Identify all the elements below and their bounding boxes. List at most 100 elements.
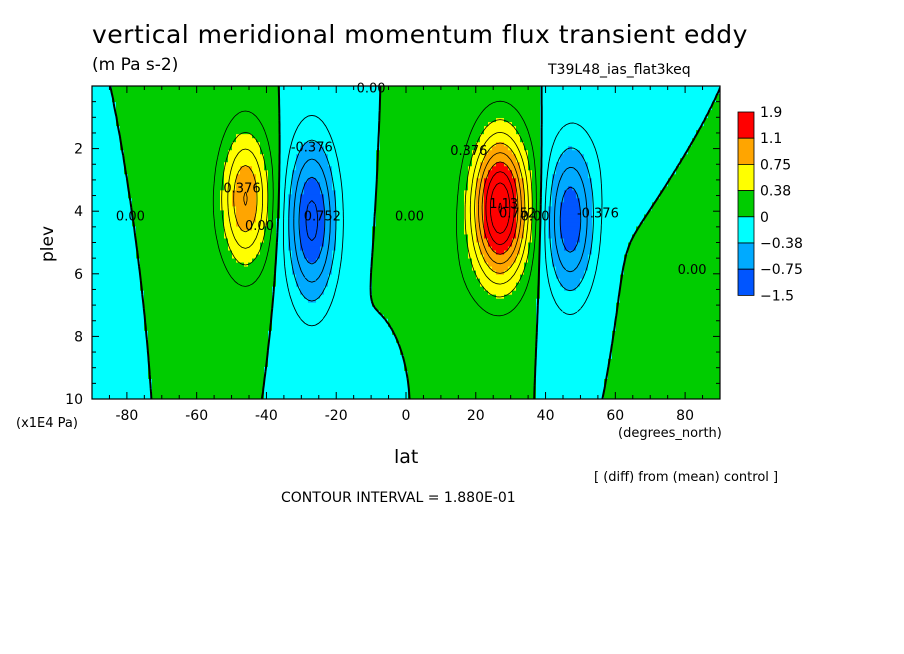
field-cell	[132, 382, 137, 388]
field-cell	[340, 146, 345, 151]
field-cell	[128, 214, 133, 220]
field-cell	[332, 326, 337, 332]
field-cell	[160, 114, 165, 119]
field-cell	[312, 174, 317, 179]
field-cell	[276, 158, 281, 163]
field-cell	[148, 282, 153, 288]
field-cell	[272, 238, 277, 244]
field-cell	[168, 378, 173, 384]
field-cell	[284, 210, 289, 216]
field-cell	[200, 98, 205, 103]
field-cell	[236, 122, 241, 127]
field-cell	[212, 238, 217, 244]
field-cell	[336, 214, 341, 220]
field-cell	[248, 338, 253, 344]
field-cell	[304, 318, 309, 324]
field-cell	[188, 178, 193, 183]
field-cell	[92, 386, 97, 392]
field-cell	[124, 118, 129, 123]
field-cell	[268, 306, 273, 312]
field-cell	[272, 194, 277, 199]
field-cell	[288, 102, 293, 107]
field-cell	[216, 298, 221, 304]
field-cell	[200, 158, 205, 163]
field-cell	[264, 146, 269, 151]
field-cell	[148, 270, 153, 276]
field-cell	[160, 266, 165, 272]
field-cell	[208, 366, 213, 372]
field-cell	[180, 258, 185, 264]
field-cell	[328, 390, 333, 396]
field-cell	[340, 238, 345, 244]
field-cell	[256, 182, 261, 187]
field-cell	[172, 246, 177, 252]
field-cell	[248, 310, 253, 316]
field-cell	[216, 314, 221, 320]
field-cell	[96, 170, 101, 175]
field-cell	[108, 186, 113, 191]
field-cell	[196, 362, 201, 368]
field-cell	[256, 382, 261, 388]
field-cell	[176, 382, 181, 388]
field-cell	[124, 258, 129, 264]
field-cell	[340, 330, 345, 336]
field-cell	[328, 122, 333, 127]
field-cell	[268, 346, 273, 352]
field-cell	[236, 374, 241, 380]
field-cell	[248, 390, 253, 396]
field-cell	[268, 210, 273, 216]
field-cell	[188, 282, 193, 288]
field-cell	[312, 242, 317, 248]
field-cell	[336, 326, 341, 332]
field-cell	[280, 314, 285, 320]
field-cell	[120, 274, 125, 280]
field-cell	[304, 150, 309, 155]
field-cell	[288, 262, 293, 268]
field-cell	[308, 198, 313, 203]
field-cell	[288, 318, 293, 324]
field-cell	[272, 186, 277, 191]
field-cell	[284, 326, 289, 332]
field-cell	[324, 358, 329, 364]
field-cell	[276, 326, 281, 332]
field-cell	[124, 326, 129, 332]
field-cell	[264, 334, 269, 340]
field-cell	[340, 318, 345, 324]
field-cell	[172, 182, 177, 187]
field-cell	[96, 222, 101, 228]
field-cell	[196, 90, 201, 95]
field-cell	[244, 322, 249, 328]
field-cell	[220, 114, 225, 119]
field-cell	[224, 210, 229, 216]
field-cell	[324, 350, 329, 356]
field-cell	[280, 178, 285, 183]
field-cell	[188, 174, 193, 179]
field-cell	[172, 386, 177, 392]
field-cell	[292, 294, 297, 300]
field-cell	[284, 350, 289, 356]
field-cell	[300, 366, 305, 372]
field-cell	[248, 394, 253, 399]
field-cell	[172, 186, 177, 191]
field-cell	[124, 254, 129, 260]
field-cell	[292, 138, 297, 143]
field-cell	[132, 262, 137, 268]
field-cell	[168, 282, 173, 288]
field-cell	[296, 162, 301, 167]
field-cell	[156, 382, 161, 388]
field-cell	[312, 318, 317, 324]
field-cell	[284, 314, 289, 320]
field-cell	[244, 318, 249, 324]
field-cell	[320, 334, 325, 340]
field-cell	[312, 386, 317, 392]
field-cell	[188, 346, 193, 352]
field-cell	[132, 174, 137, 179]
field-cell	[216, 246, 221, 252]
field-cell	[344, 254, 349, 260]
field-cell	[336, 370, 341, 376]
field-cell	[288, 246, 293, 252]
field-cell	[224, 150, 229, 155]
field-cell	[272, 94, 277, 99]
field-cell	[144, 238, 149, 244]
field-cell	[100, 90, 105, 95]
